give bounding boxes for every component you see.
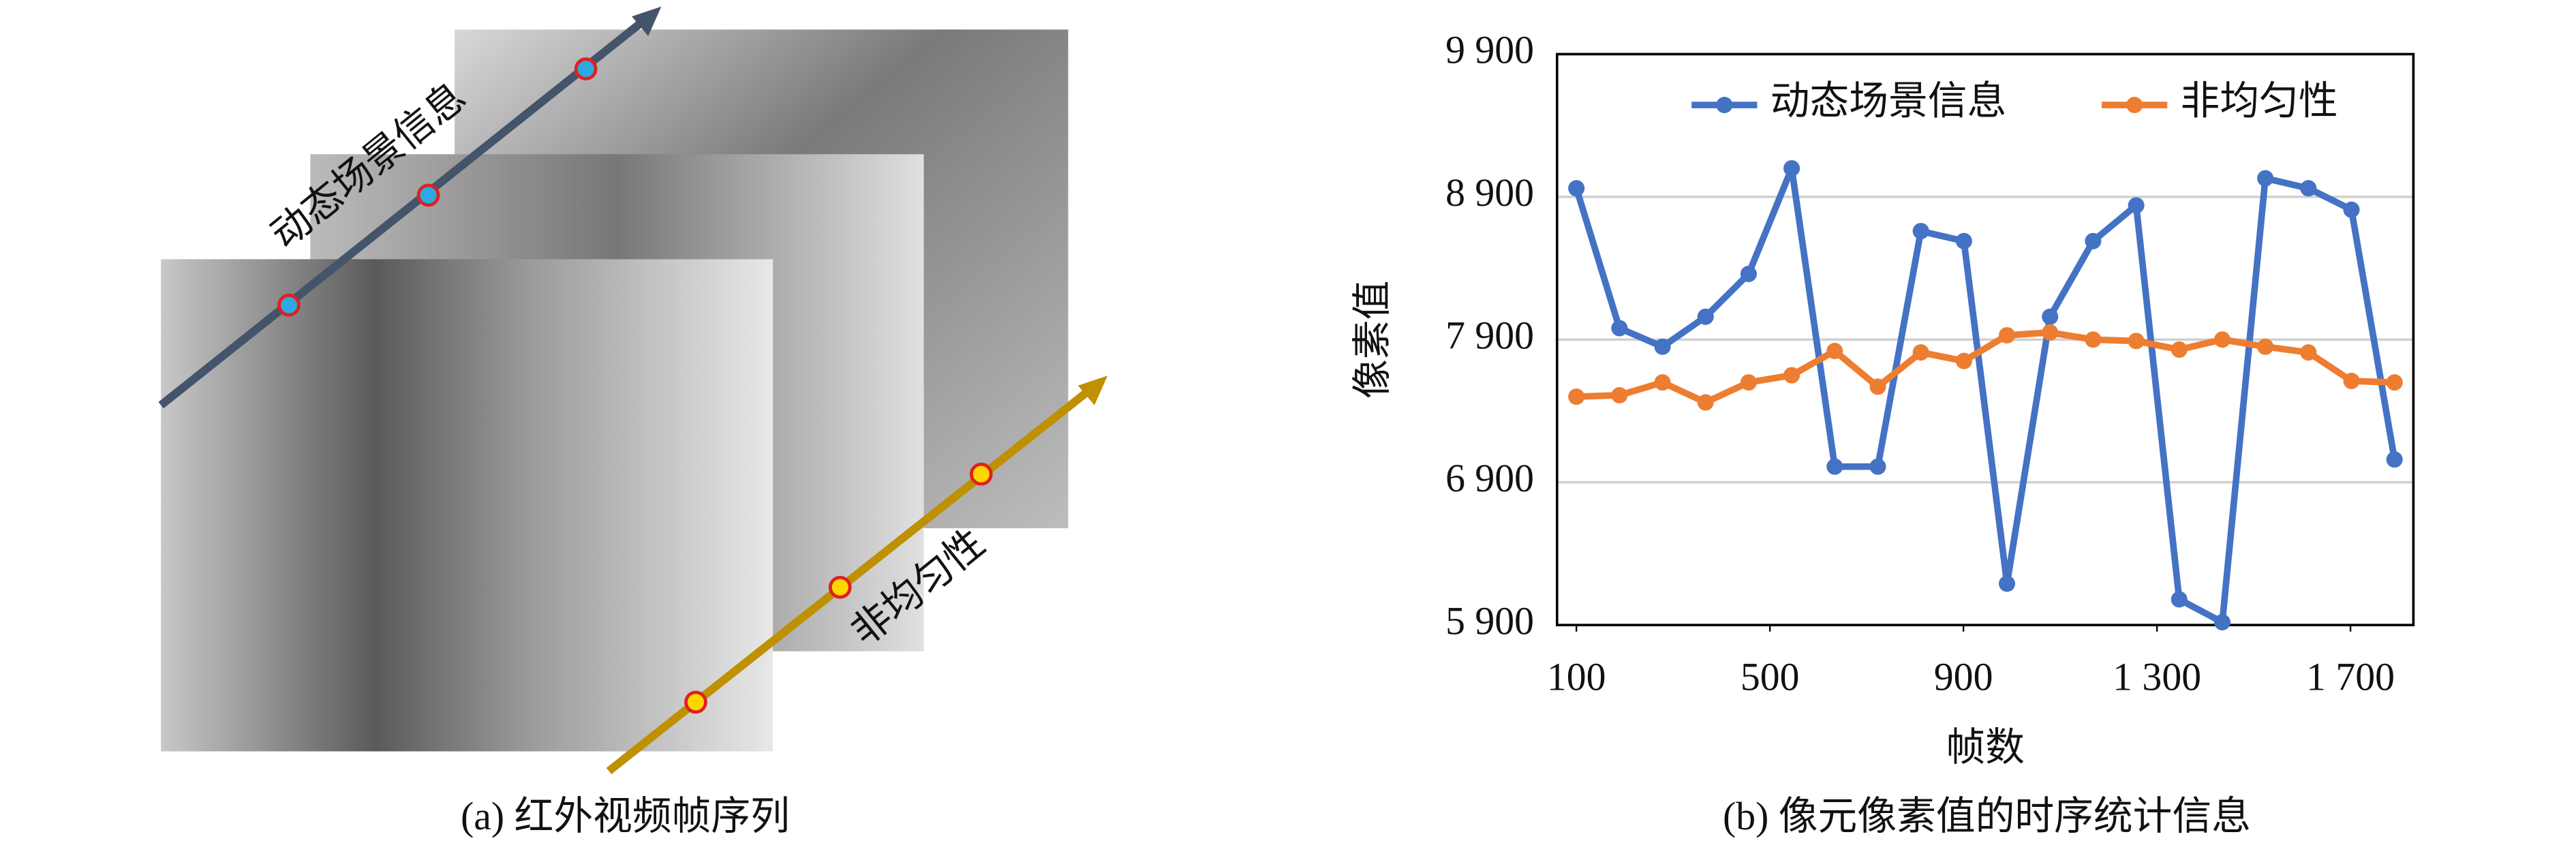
y-axis-label: 像素值	[1351, 281, 1394, 399]
data-point	[2257, 338, 2274, 355]
y-tick-label: 7 900	[1445, 315, 1534, 358]
data-point	[2257, 170, 2274, 187]
data-point	[1568, 388, 1585, 405]
x-tick-label: 900	[1934, 656, 1993, 699]
data-point	[2042, 324, 2059, 341]
data-point	[2128, 333, 2145, 350]
data-point	[2343, 373, 2360, 390]
data-point	[1568, 180, 1585, 197]
infrared-frames	[161, 29, 1069, 752]
y-tick-label: 8 900	[1445, 172, 1534, 215]
data-point	[1740, 374, 1757, 391]
data-point	[1654, 338, 1671, 355]
x-tick-label: 1 300	[2113, 656, 2201, 699]
data-point	[1654, 374, 1671, 391]
data-point	[1611, 320, 1628, 337]
data-point	[1869, 458, 1886, 475]
data-point	[2128, 197, 2145, 214]
data-point	[2213, 613, 2230, 631]
data-point	[2343, 201, 2360, 218]
data-point	[2085, 232, 2102, 249]
data-point	[1869, 378, 1886, 395]
data-point	[1955, 352, 1972, 369]
caption: (b) 像元像素值的时序统计信息	[1723, 795, 2251, 838]
data-point	[1955, 232, 1972, 249]
legend-marker	[2126, 97, 2143, 114]
data-point	[1826, 343, 1843, 360]
data-point	[2213, 331, 2230, 348]
data-point	[2171, 341, 2188, 358]
data-point	[1740, 265, 1757, 283]
data-point	[1783, 159, 1800, 177]
y-tick-label: 6 900	[1445, 457, 1534, 500]
data-point	[1783, 367, 1800, 384]
nonuniformity-arrow	[606, 376, 1108, 775]
data-point	[1611, 386, 1628, 404]
data-point	[2300, 180, 2317, 197]
frame-front	[161, 259, 773, 752]
data-point	[2042, 308, 2059, 325]
plot-frame	[1555, 52, 2415, 626]
data-point	[2386, 451, 2403, 468]
data-point	[1998, 326, 2016, 344]
data-point	[2085, 331, 2102, 348]
caption: (a) 红外视频帧序列	[461, 795, 790, 838]
series-line	[1573, 165, 2398, 626]
data-point	[2386, 374, 2403, 391]
x-tick-label: 100	[1547, 656, 1606, 699]
data-point	[2300, 344, 2317, 361]
y-tick-label: 5 900	[1445, 600, 1534, 643]
x-tick-label: 1 700	[2306, 656, 2395, 699]
legend-marker	[1716, 97, 1733, 114]
data-point	[1697, 394, 1714, 411]
legend-label: 非均匀性	[2181, 80, 2338, 123]
data-point	[1912, 223, 1929, 240]
data-point	[1912, 344, 1929, 361]
data-point	[1697, 308, 1714, 325]
data-point	[1998, 575, 2016, 592]
y-tick-label: 9 900	[1445, 29, 1534, 72]
x-axis-label: 帧数	[1946, 726, 2025, 769]
legend-label: 动态场景信息	[1770, 80, 2007, 123]
data-point	[1826, 458, 1843, 475]
dynamic-arrow	[158, 6, 662, 409]
data-point	[2171, 591, 2188, 608]
x-tick-label: 500	[1741, 656, 1800, 699]
